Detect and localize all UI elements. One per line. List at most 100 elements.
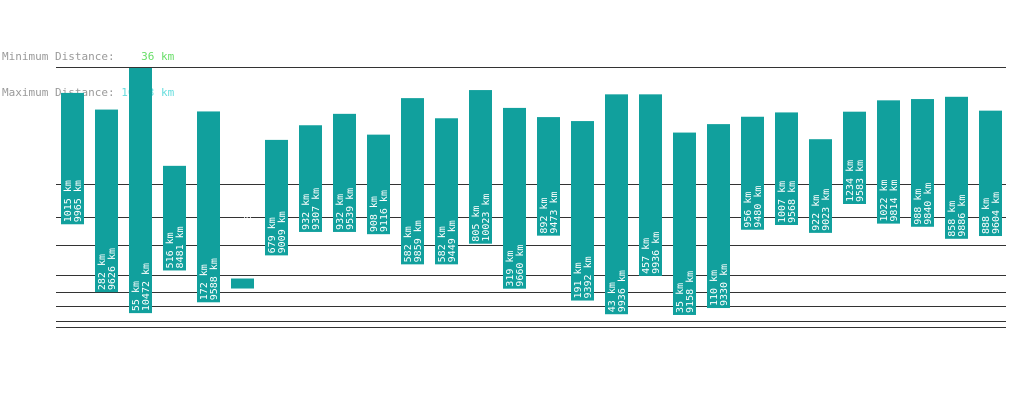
bar-label-far: 10472 km — [141, 263, 152, 311]
bar-label-near: 888 km — [981, 198, 992, 234]
bar-label-near: 892 km — [539, 198, 550, 234]
bar-label-far: 9814 km — [889, 179, 900, 221]
bar-label-far: 9936 km — [617, 270, 628, 312]
bar — [707, 124, 730, 309]
bar-label-near: 679 km — [267, 217, 278, 253]
bar-label-far: 9626 km — [107, 248, 118, 290]
bar — [537, 117, 560, 236]
bar — [163, 165, 186, 271]
bar-label-far: 9158 km — [685, 271, 696, 313]
bar-label-far: 9583 km — [855, 160, 866, 202]
bar — [503, 107, 526, 289]
bar-label-far: 9936 km — [651, 232, 662, 274]
bar-label-near: 110 km — [709, 270, 720, 306]
bar-group: 516 km 8481 km — [163, 165, 186, 271]
bar-group: 805 km 10023 km — [469, 90, 492, 244]
bar-label-near: 582 km — [437, 226, 448, 262]
bar-label-near: 282 km — [97, 254, 108, 290]
bar — [299, 125, 322, 232]
bar — [877, 100, 900, 224]
bar-group: 1234 km 9583 km — [843, 111, 866, 204]
bar-label-near: 1022 km — [879, 179, 890, 221]
bar-group: 43 km 9936 km — [605, 94, 628, 315]
bar-label-near: 35 km — [675, 283, 686, 313]
bar-group: 1007 km 9568 km — [775, 112, 798, 226]
bar — [61, 92, 84, 225]
bar-label-far: 9473 km — [549, 191, 560, 233]
bar — [911, 99, 934, 227]
bar-label-far: 9449 km — [447, 220, 458, 262]
bar-label-near: 1015 km — [63, 180, 74, 222]
bar — [197, 111, 220, 303]
bar — [809, 139, 832, 233]
bar-group: 55 km 10472 km — [129, 68, 152, 314]
bar-group: 1022 km 9814 km — [877, 100, 900, 224]
bar-group: 892 km 9473 km — [537, 117, 560, 236]
bar — [979, 110, 1002, 237]
bar-label-near: 457 km — [641, 238, 652, 274]
bar-group: 922 km 9023 km — [809, 139, 832, 233]
bar-group: 582 km 9859 km — [401, 98, 424, 265]
bar — [639, 94, 662, 276]
bar — [605, 94, 628, 315]
bar-label-far: 9539 km — [345, 188, 356, 230]
bar-label-near: 956 km — [743, 192, 754, 228]
bar-label-near: 932 km — [301, 194, 312, 230]
bar-label-near: 582 km — [403, 226, 414, 262]
bar-label-far: 9886 km — [957, 195, 968, 237]
min-distance-label: Minimum Distance: — [2, 50, 115, 63]
bar-label-far: 9307 km — [311, 188, 322, 230]
bar — [435, 118, 458, 265]
bar-label-far: 8481 km — [175, 226, 186, 268]
bar — [367, 134, 390, 235]
bar-group: 956 km 9480 km — [741, 116, 764, 230]
bar — [333, 113, 356, 232]
bar-label-far: 9480 km — [753, 186, 764, 228]
bar — [265, 139, 288, 256]
bar — [469, 90, 492, 244]
bar-label-far: 9568 km — [787, 181, 798, 223]
bar-label-far: 9009 km — [277, 211, 288, 253]
bar-group: 1015 km 9965 km — [61, 92, 84, 225]
bar-label-near: 805 km — [471, 206, 482, 242]
bar — [231, 278, 254, 289]
bar-group: 319 km 9660 km — [503, 107, 526, 289]
bar-label-near: 988 km — [913, 189, 924, 225]
bar-label-far: 9116 km — [379, 190, 390, 232]
bar — [945, 96, 968, 239]
bar-group: 858 km 9886 km — [945, 96, 968, 239]
bar-group: 932 km 9307 km — [299, 125, 322, 232]
bar-label-far: 9604 km — [991, 192, 1002, 234]
bar-label-near: 319 km — [505, 251, 516, 287]
bar-group: 457 km 9936 km — [639, 94, 662, 276]
bar-group: 888 km 9604 km — [979, 110, 1002, 237]
bar — [95, 109, 118, 293]
bar — [741, 116, 764, 230]
bar-label-near: 932 km — [335, 194, 346, 230]
bar-label-near: 172 km — [199, 264, 210, 300]
bar-group: 932 km 9539 km — [333, 113, 356, 232]
bar-group: 835 km 6188 km — [231, 197, 254, 289]
bar-group: 908 km 9116 km — [367, 134, 390, 235]
bar-label-near: 43 km — [607, 282, 618, 312]
bar-label-near: 858 km — [947, 201, 958, 237]
bar-group: 191 km 9392 km — [571, 121, 594, 301]
bar-group: 988 km 9840 km — [911, 99, 934, 227]
bar — [129, 68, 152, 314]
bar — [775, 112, 798, 226]
bar-label-near: 191 km — [573, 262, 584, 298]
bar-label-near: 922 km — [811, 195, 822, 231]
bar-label-near: 835 km — [233, 203, 244, 239]
bar-label-far: 9588 km — [209, 258, 220, 300]
bar — [401, 98, 424, 265]
bar-group: 35 km 9158 km — [673, 132, 696, 315]
bar-label-far: 6188 km — [243, 197, 254, 239]
bar-label-near: 1007 km — [777, 181, 788, 223]
bar — [673, 132, 696, 315]
bar-label-far: 9859 km — [413, 220, 424, 262]
bar — [843, 111, 866, 204]
bar-label-far: 10023 km — [481, 194, 492, 242]
min-distance-row: Minimum Distance: 36 km — [2, 51, 174, 63]
bar-label-far: 9023 km — [821, 189, 832, 231]
